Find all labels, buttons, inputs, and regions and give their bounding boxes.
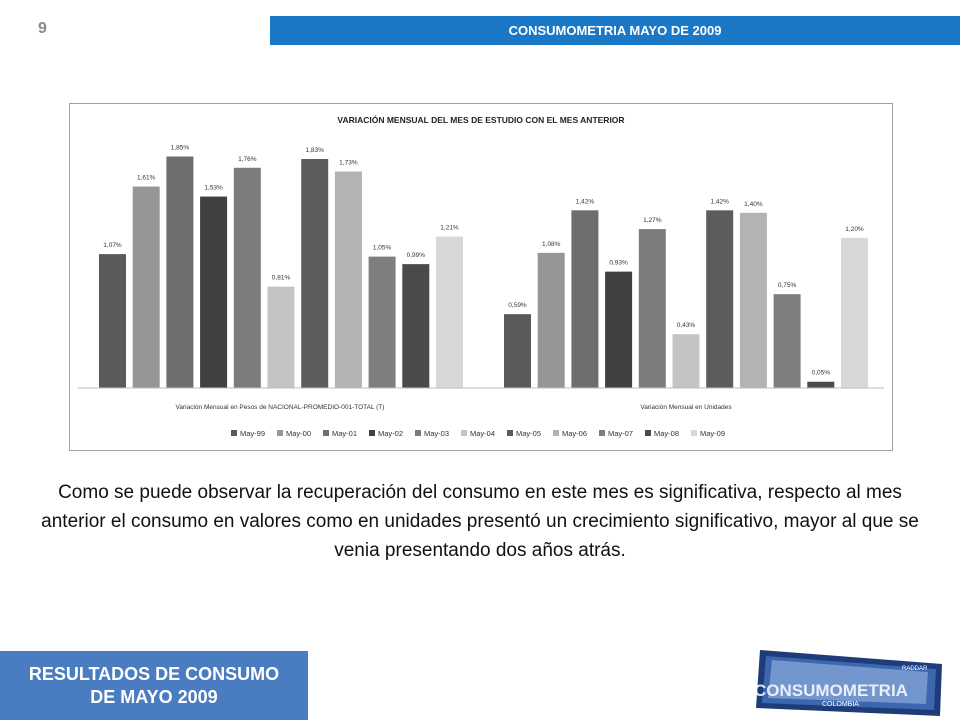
bar <box>841 237 868 388</box>
category-label: Variación Mensual en Pesos de NACIONAL-P… <box>176 404 385 411</box>
bar <box>571 210 599 388</box>
data-label: 1,83% <box>305 147 324 154</box>
legend-swatch <box>323 430 329 436</box>
bar <box>504 314 531 388</box>
data-label: 1,42% <box>710 198 729 205</box>
legend-swatch <box>507 430 513 436</box>
legend-swatch <box>369 430 375 436</box>
legend-swatch <box>691 430 697 436</box>
data-label: 1,85% <box>171 145 190 152</box>
legend-swatch <box>415 430 421 436</box>
chart-frame: VARIACIÓN MENSUAL DEL MES DE ESTUDIO CON… <box>69 103 893 451</box>
legend-label: May-03 <box>424 429 449 438</box>
legend-label: May-02 <box>378 429 403 438</box>
data-label: 0,99% <box>407 252 426 259</box>
legend-label: May-01 <box>332 429 357 438</box>
data-label: 0,93% <box>609 260 628 267</box>
data-label: 1,05% <box>373 245 392 252</box>
data-label: 0,59% <box>508 302 527 309</box>
legend-label: May-08 <box>654 429 679 438</box>
legend-label: May-09 <box>700 429 725 438</box>
bar <box>132 186 160 388</box>
bar <box>672 334 700 388</box>
data-label: 1,40% <box>744 201 763 208</box>
bar <box>537 252 565 388</box>
chart-title: VARIACIÓN MENSUAL DEL MES DE ESTUDIO CON… <box>337 114 624 125</box>
legend-label: May-99 <box>240 429 265 438</box>
bar <box>807 381 835 388</box>
legend-swatch <box>553 430 559 436</box>
data-label: 0,81% <box>272 275 291 282</box>
legend-label: May-05 <box>516 429 541 438</box>
bar <box>436 236 463 388</box>
bar <box>301 159 329 388</box>
legend-swatch <box>231 430 237 436</box>
bar <box>706 210 734 388</box>
data-label: 1,61% <box>137 175 156 182</box>
legend-swatch <box>277 430 283 436</box>
bar <box>267 286 295 388</box>
bar <box>402 264 430 388</box>
category-label: Variación Mensual en Unidades <box>640 404 732 411</box>
data-label: 1,42% <box>576 198 595 205</box>
legend-label: May-04 <box>470 429 495 438</box>
bar <box>773 294 801 388</box>
bar <box>368 256 396 388</box>
logo-badge: RADDAR <box>902 666 928 672</box>
data-label: 1,27% <box>643 217 662 224</box>
bar <box>334 171 362 388</box>
legend-label: May-06 <box>562 429 587 438</box>
legend-label: May-00 <box>286 429 311 438</box>
logo-subtext: COLOMBIA <box>822 701 859 708</box>
data-label: 0,43% <box>677 322 696 329</box>
data-label: 0,05% <box>812 370 831 377</box>
legend-swatch <box>599 430 605 436</box>
bar <box>739 212 767 388</box>
data-label: 1,53% <box>204 185 223 192</box>
bar <box>605 271 633 388</box>
bar <box>638 229 666 388</box>
bar <box>233 167 261 388</box>
data-label: 1,07% <box>103 242 122 249</box>
page-number: 9 <box>38 20 47 37</box>
footer-line-1: RESULTADOS DE CONSUMO <box>28 663 280 684</box>
bar-chart: VARIACIÓN MENSUAL DEL MES DE ESTUDIO CON… <box>78 114 884 438</box>
legend-swatch <box>645 430 651 436</box>
data-label: 1,08% <box>542 241 561 248</box>
footer-box: RESULTADOS DE CONSUMO DE MAYO 2009 <box>0 651 308 720</box>
bar <box>99 254 126 388</box>
legend-label: May-07 <box>608 429 633 438</box>
data-label: 1,76% <box>238 156 257 163</box>
data-label: 0,75% <box>778 282 797 289</box>
logo-wordmark: CONSUMOMETRIA <box>754 681 908 700</box>
description-text: Como se puede observar la recuperación d… <box>41 482 919 561</box>
header-bar: CONSUMOMETRIA MAYO DE 2009 <box>270 16 960 45</box>
data-label: 1,73% <box>339 160 358 167</box>
data-label: 1,20% <box>845 226 864 233</box>
data-label: 1,21% <box>440 225 459 232</box>
bar <box>166 156 194 388</box>
consumometria-logo: RADDAR CONSUMOMETRIA COLOMBIA <box>754 650 942 716</box>
footer-line-2: DE MAYO 2009 <box>90 686 218 707</box>
bar <box>200 196 228 388</box>
legend-swatch <box>461 430 467 436</box>
